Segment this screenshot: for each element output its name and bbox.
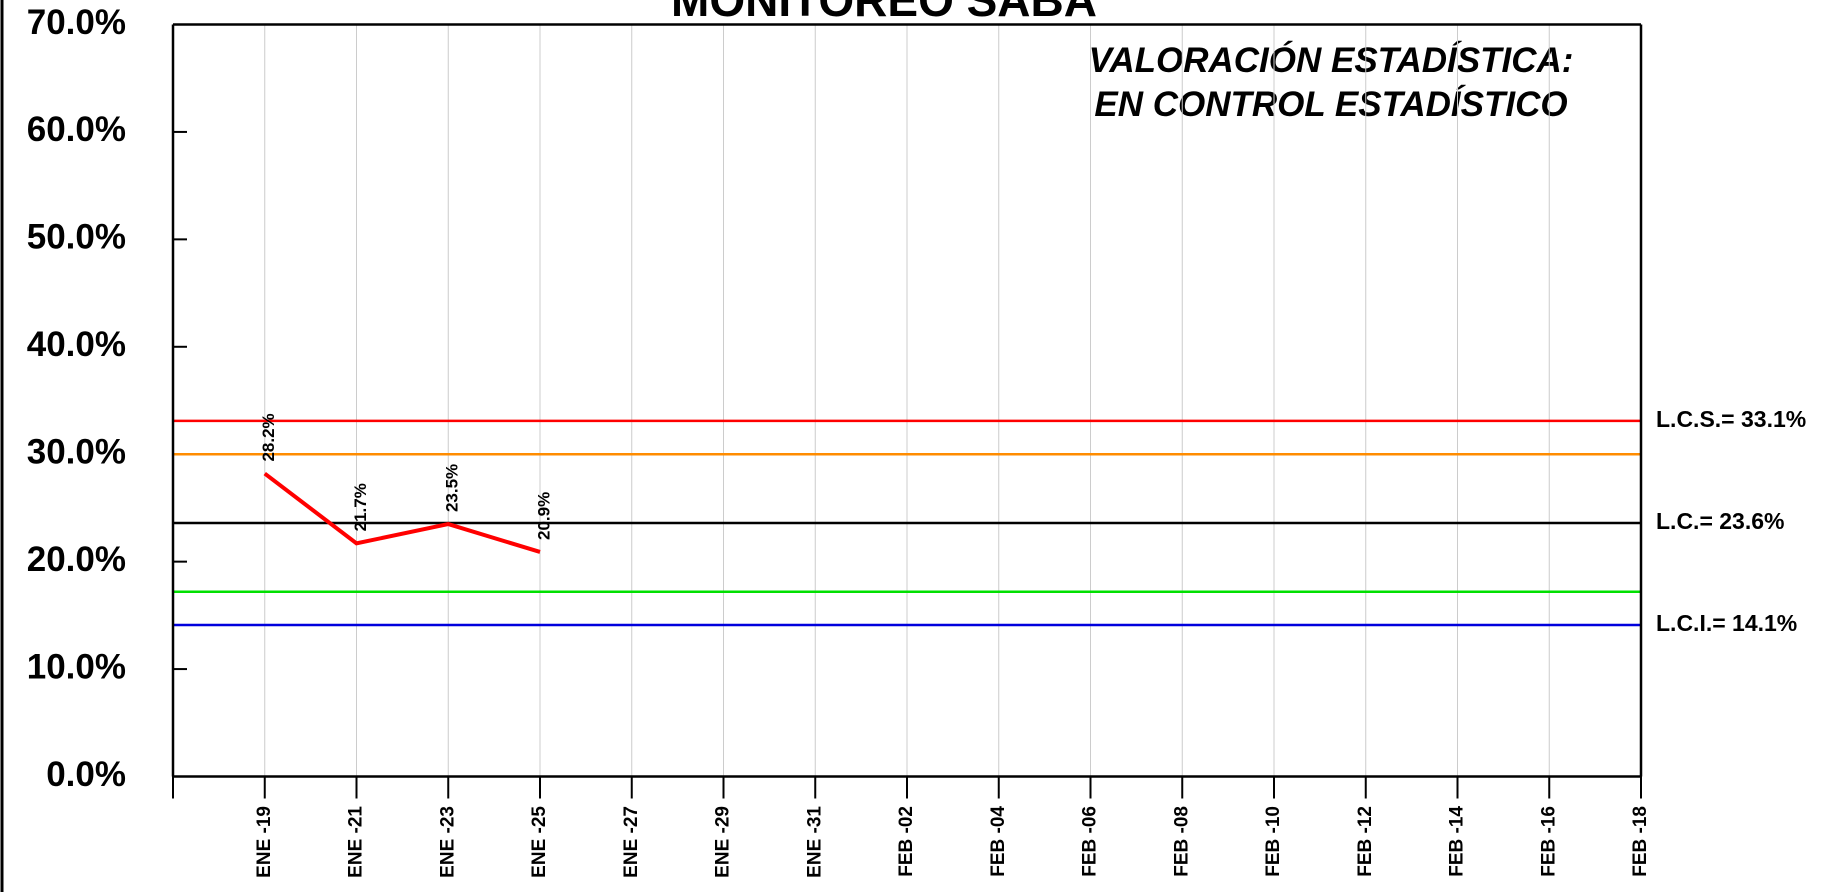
x-tick-label: ENE -25 [529,806,550,878]
y-tick-label: 30.0% [27,432,126,471]
x-tick-label: FEB -16 [1538,806,1559,877]
y-tick-label: 20.0% [27,540,126,579]
data-line [263,471,541,554]
chart-title: MONITOREO SABA [671,0,1097,26]
x-tick-label: ENE -31 [804,806,825,878]
y-tick-label: 50.0% [27,218,126,257]
x-tick-label: ENE -29 [713,806,734,878]
data-label: 28.2% [259,413,278,461]
x-tick-label: FEB -02 [896,806,917,877]
x-tick-label: FEB -14 [1447,806,1468,877]
y-tick-label: 70.0% [27,3,126,42]
x-tick-label: FEB -04 [988,806,1009,877]
x-tick-label: ENE -23 [437,806,458,878]
y-tick-label: 40.0% [27,325,126,364]
y-tick-label: 10.0% [27,647,126,686]
data-label: 20.9% [534,492,553,540]
x-tick-label: ENE -21 [346,806,367,878]
x-tick-label: ENE -27 [621,806,642,878]
limit-label: L.C.I.= 14.1% [1656,610,1797,636]
x-tick-label: FEB -12 [1355,806,1376,877]
limit-label: L.C.= 23.6% [1656,508,1784,534]
x-tick-label: FEB -08 [1171,806,1192,877]
data-label: 21.7% [351,483,370,531]
y-tick-label: 0.0% [46,755,126,794]
x-tick-label: FEB -06 [1080,806,1101,877]
x-tick-label: FEB -10 [1263,806,1284,877]
limit-label: L.C.S.= 33.1% [1656,406,1806,432]
data-label: 23.5% [443,464,462,512]
y-tick-label: 60.0% [27,110,126,149]
annotation: VALORACIÓN ESTADÍSTICA: [1089,40,1574,80]
x-tick-label: FEB -18 [1630,806,1651,877]
annotation: EN CONTROL ESTADÍSTICO [1094,85,1567,124]
x-tick-label: ENE -19 [254,806,275,878]
